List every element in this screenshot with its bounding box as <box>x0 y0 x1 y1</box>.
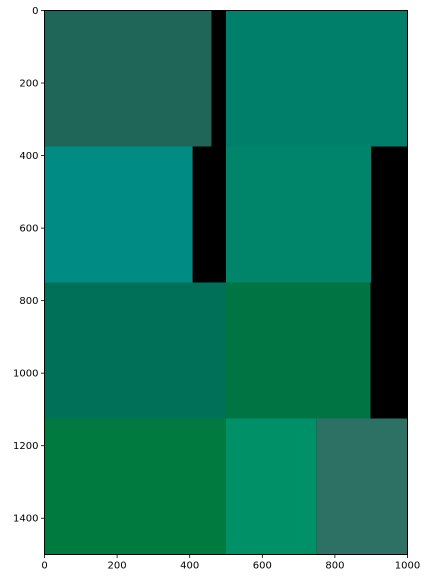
data-rect-8 <box>316 418 408 555</box>
x-tick-label-1: 200 <box>108 561 127 572</box>
x-tick-label-4: 800 <box>325 561 344 572</box>
data-rect-2 <box>44 146 193 283</box>
x-tick-label-5: 1000 <box>395 561 420 572</box>
x-tick-label-2: 400 <box>180 561 199 572</box>
y-tick-label-3: 600 <box>19 224 38 235</box>
data-rect-5 <box>226 282 371 419</box>
data-rects <box>44 10 408 555</box>
y-tick-label-7: 1400 <box>13 514 38 525</box>
data-rect-6 <box>44 418 226 555</box>
data-rect-0 <box>44 10 212 147</box>
plot-frame <box>44 10 408 555</box>
y-tick-label-2: 400 <box>19 151 38 162</box>
data-rect-1 <box>226 10 408 147</box>
y-tick-label-6: 1200 <box>13 441 38 452</box>
x-axis: 0 200 400 600 800 1000 <box>41 554 420 572</box>
data-rect-4 <box>44 282 226 419</box>
x-tick-label-3: 600 <box>253 561 272 572</box>
y-tick-label-5: 1000 <box>13 369 38 380</box>
data-rect-3 <box>226 146 372 283</box>
x-tick-label-0: 0 <box>41 561 47 572</box>
y-tick-label-4: 800 <box>19 296 38 307</box>
data-rect-7 <box>226 418 317 555</box>
y-axis: 0 200 400 600 800 1000 1200 1400 <box>13 6 45 525</box>
y-tick-label-0: 0 <box>32 6 38 17</box>
y-tick-label-1: 200 <box>19 79 38 90</box>
